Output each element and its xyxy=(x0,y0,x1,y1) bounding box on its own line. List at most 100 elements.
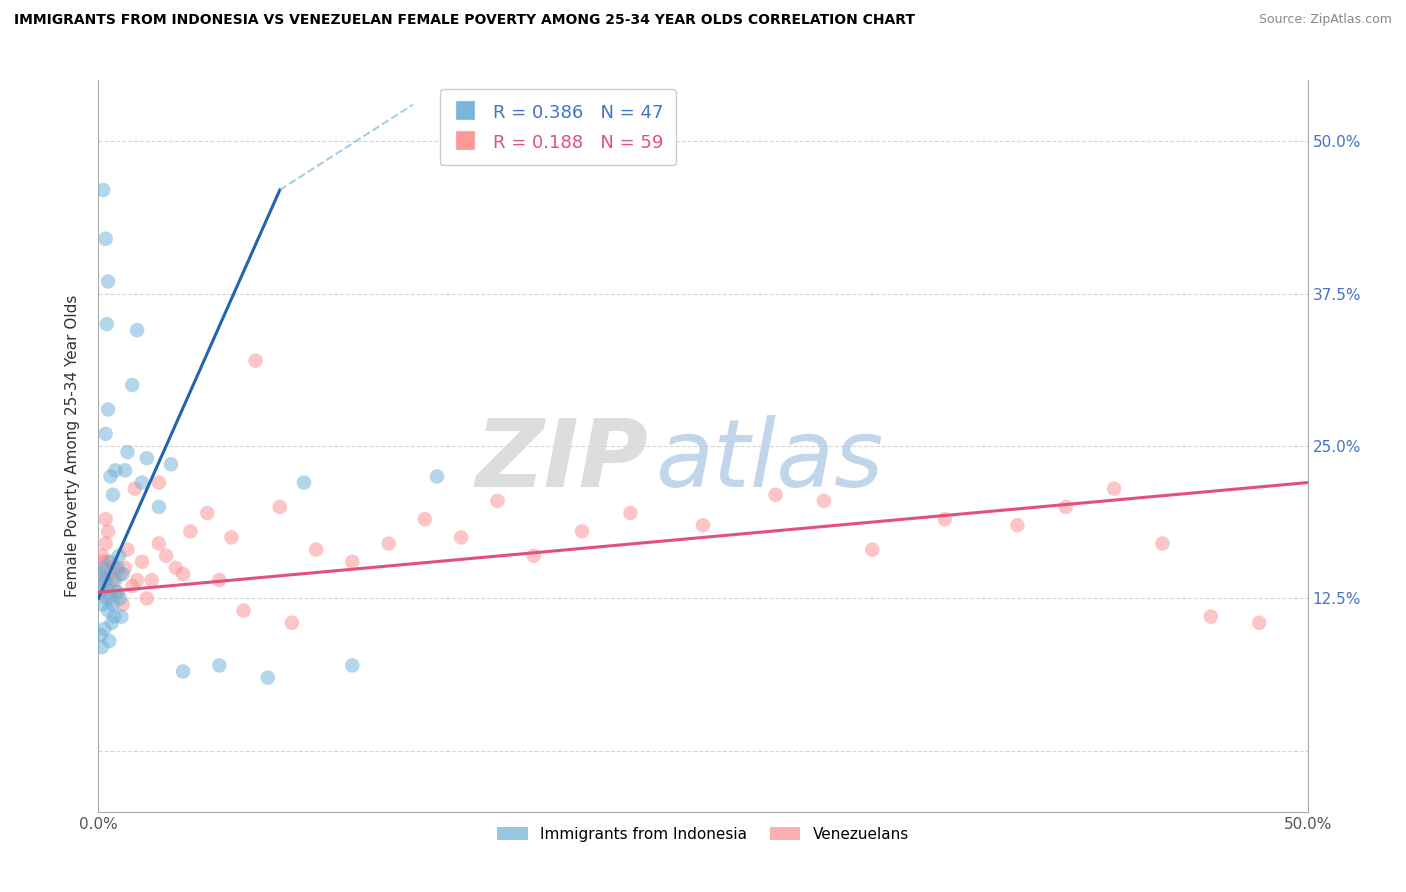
Point xyxy=(91,640,114,655)
Point xyxy=(91,555,114,569)
Point xyxy=(94,232,117,246)
Point xyxy=(91,549,114,563)
Point xyxy=(342,658,364,673)
Point xyxy=(94,536,117,550)
Point xyxy=(165,561,187,575)
Point xyxy=(377,536,399,550)
Point xyxy=(1007,518,1029,533)
Point xyxy=(148,536,170,550)
Point xyxy=(1102,482,1125,496)
Point xyxy=(155,549,177,563)
Point xyxy=(195,506,218,520)
Point xyxy=(179,524,201,539)
Point xyxy=(121,378,143,392)
Point xyxy=(305,542,328,557)
Point xyxy=(413,512,436,526)
Point xyxy=(1199,609,1222,624)
Text: atlas: atlas xyxy=(655,415,883,506)
Point xyxy=(765,488,787,502)
Point xyxy=(860,542,883,557)
Point xyxy=(571,524,593,539)
Point xyxy=(114,561,136,575)
Point xyxy=(1249,615,1271,630)
Point xyxy=(141,573,163,587)
Point xyxy=(111,567,134,582)
Point xyxy=(160,458,183,472)
Point xyxy=(426,469,449,483)
Point xyxy=(101,598,124,612)
Point xyxy=(117,445,139,459)
Point xyxy=(131,555,153,569)
Point xyxy=(97,402,120,417)
Point xyxy=(172,665,194,679)
Point xyxy=(107,585,129,599)
Point xyxy=(221,530,243,544)
Point xyxy=(1152,536,1174,550)
Point xyxy=(98,585,121,599)
Point xyxy=(93,579,115,593)
Text: Source: ZipAtlas.com: Source: ZipAtlas.com xyxy=(1258,13,1392,27)
Point xyxy=(148,500,170,514)
Point xyxy=(100,615,122,630)
Point xyxy=(97,604,120,618)
Point xyxy=(208,573,231,587)
Point xyxy=(100,591,122,606)
Point xyxy=(172,567,194,582)
Point xyxy=(486,494,509,508)
Point xyxy=(108,549,131,563)
Point xyxy=(90,567,112,582)
Point xyxy=(101,561,124,575)
Point xyxy=(94,573,117,587)
Point xyxy=(96,317,118,331)
Point xyxy=(292,475,315,490)
Point xyxy=(135,451,157,466)
Point xyxy=(93,622,115,636)
Point xyxy=(94,512,117,526)
Point xyxy=(208,658,231,673)
Point xyxy=(127,323,149,337)
Point xyxy=(281,615,304,630)
Point xyxy=(100,555,122,569)
Point xyxy=(692,518,714,533)
Point xyxy=(103,609,125,624)
Point xyxy=(90,585,112,599)
Point xyxy=(245,353,267,368)
Point xyxy=(104,573,127,587)
Point xyxy=(89,585,111,599)
Point xyxy=(117,542,139,557)
Point xyxy=(91,183,114,197)
Point xyxy=(96,591,118,606)
Point xyxy=(93,573,115,587)
Point xyxy=(108,567,131,582)
Point xyxy=(108,591,131,606)
Y-axis label: Female Poverty Among 25-34 Year Olds: Female Poverty Among 25-34 Year Olds xyxy=(65,295,80,597)
Point xyxy=(101,488,124,502)
Point xyxy=(97,275,120,289)
Point xyxy=(135,591,157,606)
Point xyxy=(91,598,114,612)
Point xyxy=(105,585,128,599)
Point xyxy=(523,549,546,563)
Point xyxy=(94,426,117,441)
Point xyxy=(1054,500,1077,514)
Point xyxy=(269,500,291,514)
Point xyxy=(89,567,111,582)
Legend: Immigrants from Indonesia, Venezuelans: Immigrants from Indonesia, Venezuelans xyxy=(491,821,915,848)
Text: IMMIGRANTS FROM INDONESIA VS VENEZUELAN FEMALE POVERTY AMONG 25-34 YEAR OLDS COR: IMMIGRANTS FROM INDONESIA VS VENEZUELAN … xyxy=(14,13,915,28)
Point xyxy=(107,561,129,575)
Text: ZIP: ZIP xyxy=(475,415,648,507)
Point xyxy=(813,494,835,508)
Point xyxy=(148,475,170,490)
Point xyxy=(111,598,134,612)
Point xyxy=(934,512,956,526)
Point xyxy=(121,579,143,593)
Point xyxy=(100,469,122,483)
Point xyxy=(110,609,132,624)
Point xyxy=(131,475,153,490)
Point xyxy=(450,530,472,544)
Point xyxy=(97,579,120,593)
Point xyxy=(104,561,127,575)
Point xyxy=(98,634,121,648)
Point xyxy=(97,524,120,539)
Point xyxy=(90,628,112,642)
